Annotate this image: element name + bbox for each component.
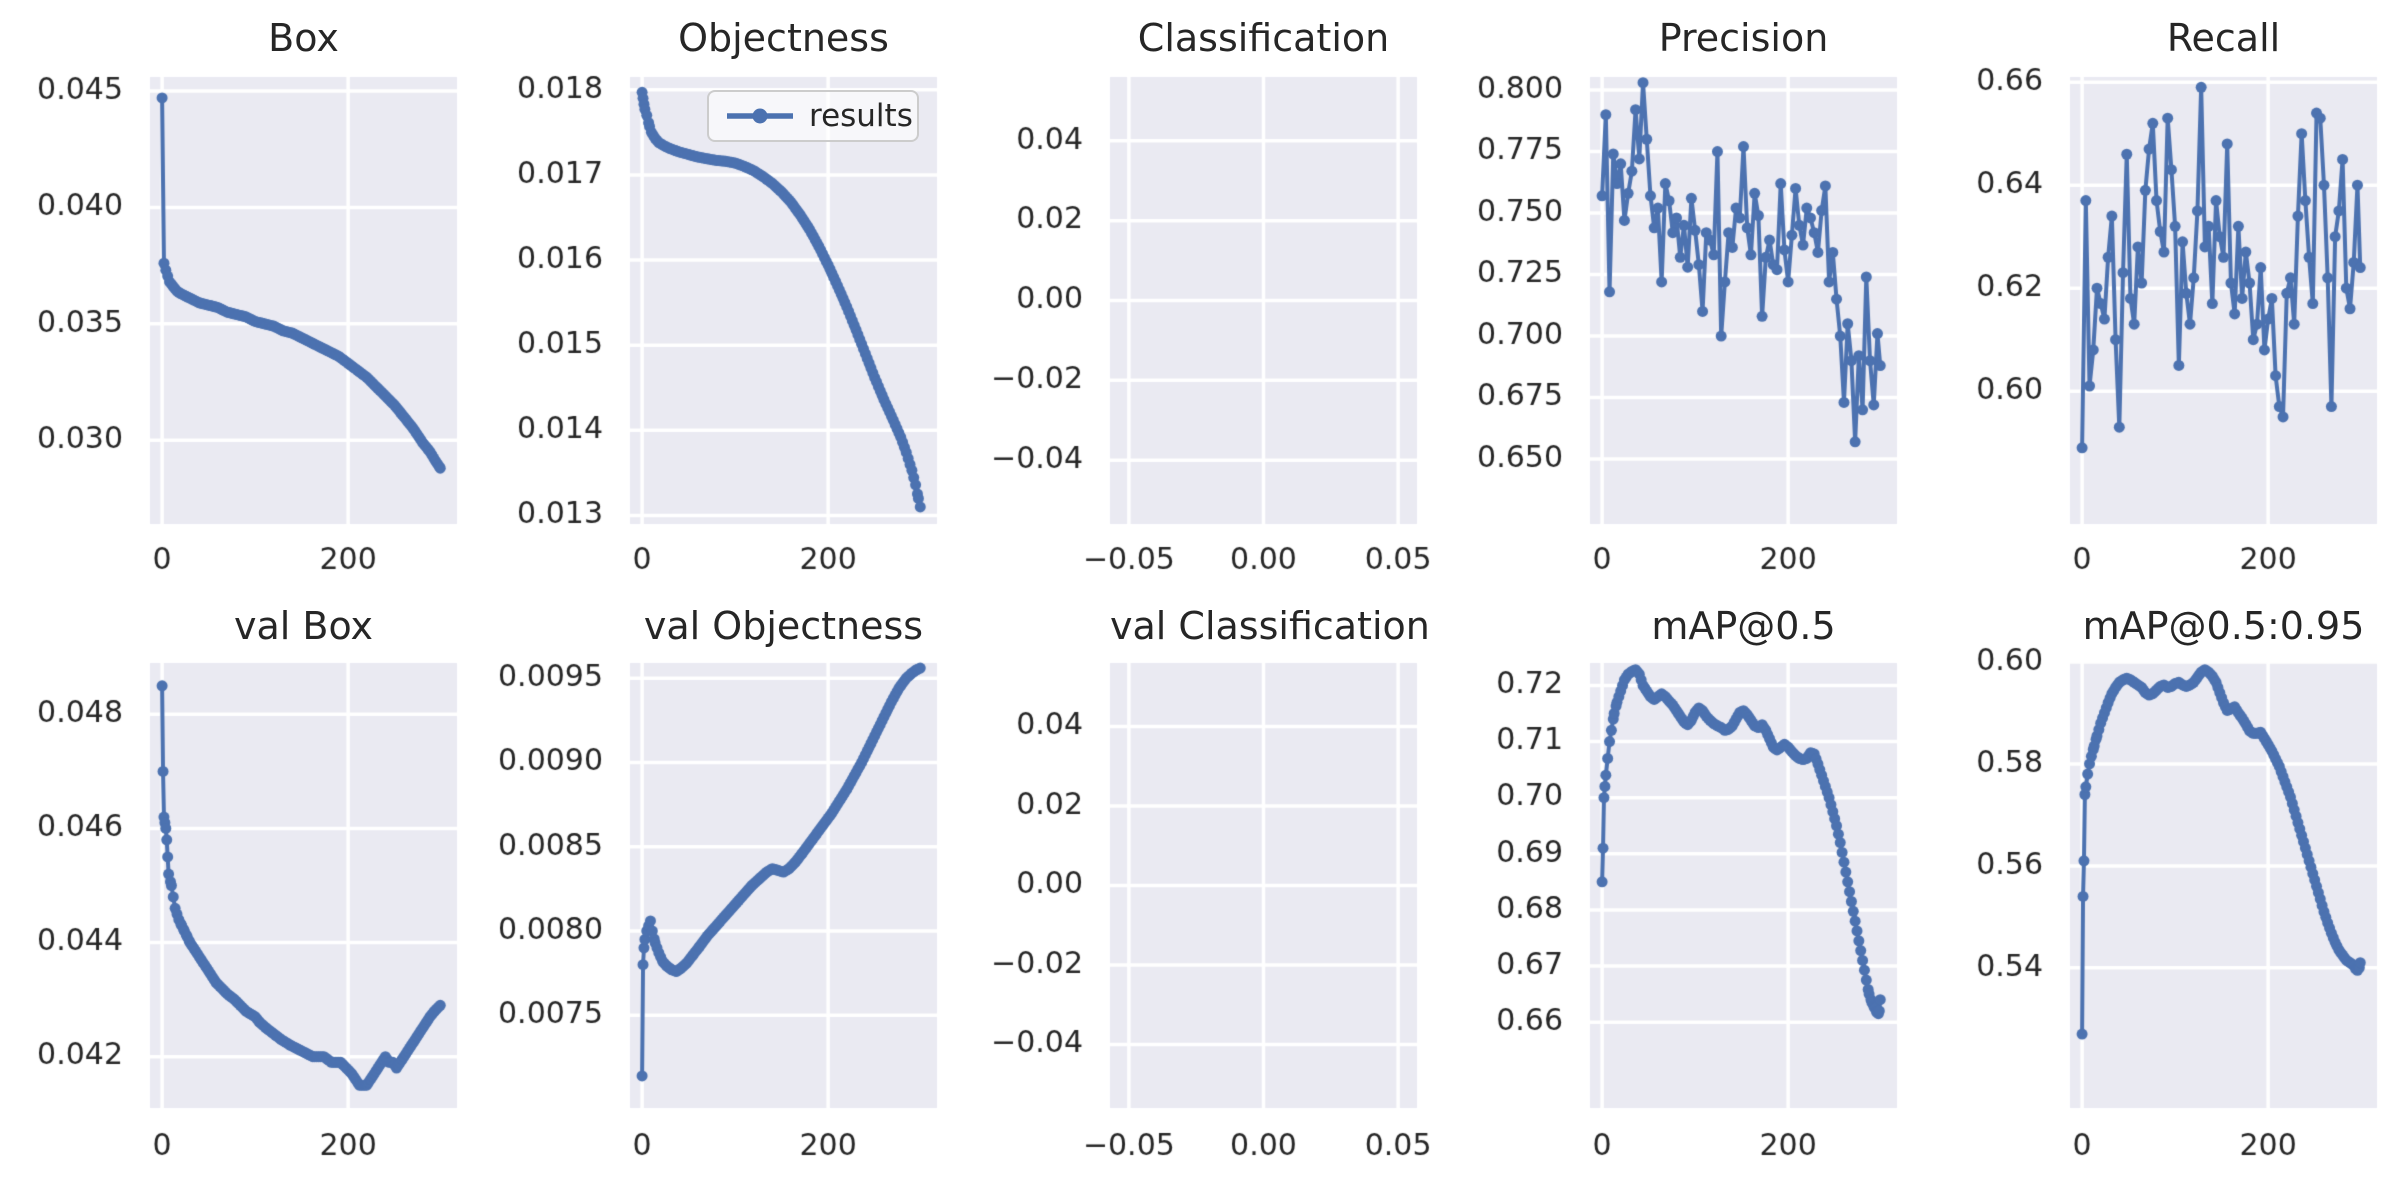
legend: results — [707, 90, 919, 142]
subplot-title-recall: Recall — [2166, 16, 2281, 60]
subplot-precision: Precision — [1440, 0, 1920, 600]
map05-plot-canvas — [1440, 600, 1920, 1200]
subplot-classification: Classification — [960, 0, 1440, 600]
subplot-val-classification: val Classification — [960, 600, 1440, 1200]
val-objectness-plot-canvas — [480, 600, 960, 1200]
subplot-title-val-objectness: val Objectness — [643, 604, 924, 648]
box-plot-canvas — [0, 0, 480, 600]
map05-095-plot-canvas — [1920, 600, 2400, 1200]
subplot-box: Box — [0, 0, 480, 600]
subplot-title-box: Box — [268, 16, 339, 60]
legend-label: results — [809, 97, 913, 134]
subplot-val-box: val Box — [0, 600, 480, 1200]
precision-plot-canvas — [1440, 0, 1920, 600]
legend-line-marker-icon — [727, 108, 793, 124]
subplot-map05-095: mAP@0.5:0.95 — [1920, 600, 2400, 1200]
subplot-map05: mAP@0.5 — [1440, 600, 1920, 1200]
subplot-title-precision: Precision — [1658, 16, 1829, 60]
val-box-plot-canvas — [0, 600, 480, 1200]
subplot-title-val-classification: val Classification — [1110, 604, 1430, 648]
subplot-title-objectness: Objectness — [678, 16, 889, 60]
subplot-recall: Recall — [1920, 0, 2400, 600]
subplot-val-objectness: val Objectness — [480, 600, 960, 1200]
subplot-title-map05: mAP@0.5 — [1651, 604, 1836, 648]
subplot-title-classification: Classification — [1137, 16, 1390, 60]
recall-plot-canvas — [1920, 0, 2400, 600]
subplot-title-map05-095: mAP@0.5:0.95 — [2082, 604, 2365, 648]
subplot-objectness: Objectness results — [480, 0, 960, 600]
val-classification-plot-canvas — [960, 600, 1440, 1200]
subplot-title-val-box: val Box — [233, 604, 374, 648]
classification-plot-canvas — [960, 0, 1440, 600]
